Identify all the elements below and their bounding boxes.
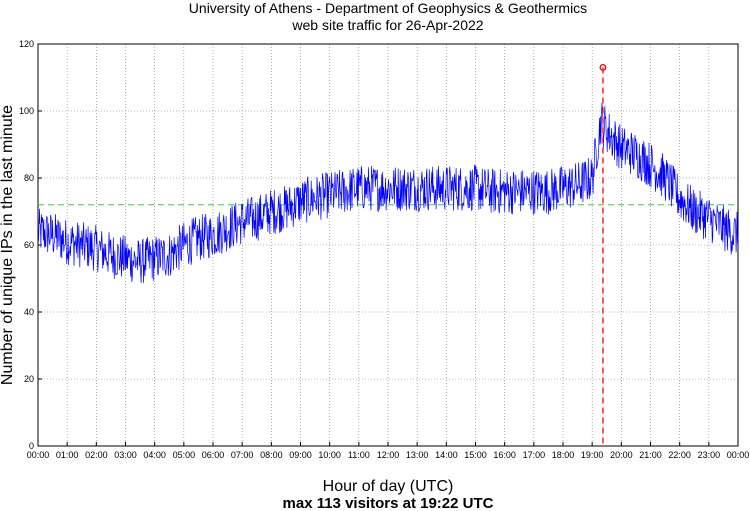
- y-tick-label: 100: [19, 106, 34, 116]
- x-tick-label: 22:00: [668, 450, 691, 460]
- x-tick-label: 13:00: [406, 450, 429, 460]
- x-tick-label: 06:00: [202, 450, 225, 460]
- x-tick-label: 02:00: [85, 450, 108, 460]
- x-tick-label: 14:00: [435, 450, 458, 460]
- y-axis-ticks: 0 20 40 60 80 100 120: [19, 39, 42, 451]
- x-axis-label: Hour of day (UTC): [323, 478, 454, 495]
- gridlines: [38, 44, 738, 446]
- y-tick-label: 120: [19, 39, 34, 49]
- y-tick-label: 60: [24, 240, 34, 250]
- max-marker: [599, 63, 607, 71]
- x-tick-label: 10:00: [318, 450, 341, 460]
- series-line: [37, 102, 739, 284]
- x-tick-label: 05:00: [173, 450, 196, 460]
- x-tick-label: 20:00: [610, 450, 633, 460]
- y-tick-label: 80: [24, 173, 34, 183]
- data-series: [37, 102, 739, 284]
- x-tick-label: 12:00: [377, 450, 400, 460]
- x-tick-label: 08:00: [260, 450, 283, 460]
- y-tick-label: 40: [24, 307, 34, 317]
- x-tick-label: 04:00: [143, 450, 166, 460]
- x-tick-label: 17:00: [523, 450, 546, 460]
- x-tick-label: 23:00: [698, 450, 721, 460]
- max-visitors-note: max 113 visitors at 19:22 UTC: [283, 495, 494, 511]
- x-tick-label: 21:00: [639, 450, 662, 460]
- x-tick-label: 03:00: [114, 450, 137, 460]
- chart-title: University of Athens - Department of Geo…: [189, 0, 587, 16]
- x-tick-label: 00:00: [727, 450, 750, 460]
- y-tick-label: 0: [29, 441, 34, 451]
- x-tick-label: 11:00: [348, 450, 370, 460]
- x-tick-label: 00:00: [27, 450, 50, 460]
- x-tick-label: 15:00: [464, 450, 487, 460]
- x-axis-ticks: 00:00 01:00 02:00 03:00 04:00 05:00 06:00 07:00…: [27, 442, 750, 460]
- chart-subtitle: web site traffic for 26-Apr-2022: [291, 17, 483, 33]
- x-tick-label: 01:00: [56, 450, 79, 460]
- y-axis-label: Number of unique IPs in the last minute: [0, 105, 16, 385]
- x-tick-label: 07:00: [231, 450, 254, 460]
- x-tick-label: 09:00: [289, 450, 312, 460]
- y-tick-label: 20: [24, 374, 34, 384]
- x-tick-label: 16:00: [493, 450, 516, 460]
- x-tick-label: 19:00: [581, 450, 604, 460]
- x-tick-label: 18:00: [552, 450, 575, 460]
